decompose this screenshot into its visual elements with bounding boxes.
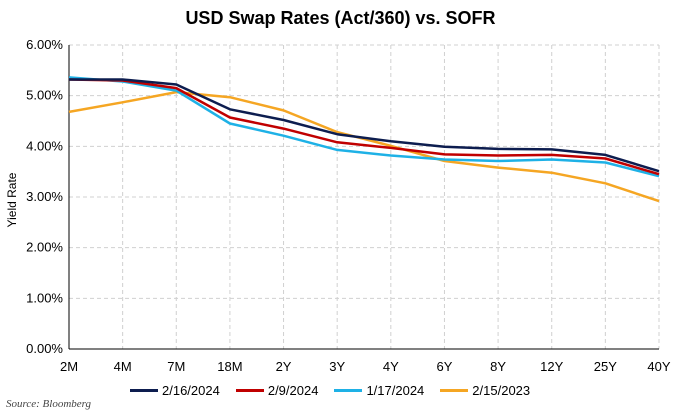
x-tick-label: 6Y	[437, 359, 453, 374]
x-tick-label: 8Y	[490, 359, 506, 374]
legend-swatch	[235, 389, 264, 392]
y-tick-labels: 0.00% 1.00% 2.00% 3.00% 4.00% 5.00% 6.00%	[26, 37, 63, 356]
series-line-1	[68, 78, 660, 176]
legend-swatch	[440, 389, 469, 392]
legend-label: 2/16/2024	[162, 383, 220, 398]
chart-title: USD Swap Rates (Act/360) vs. SOFR	[185, 8, 496, 28]
legend-label: 2/15/2023	[472, 383, 531, 398]
x-tick-label: 18M	[217, 359, 242, 374]
axes	[68, 45, 659, 350]
y-tick-label: 4.00%	[26, 138, 63, 153]
x-tick-label: 3Y	[329, 359, 345, 374]
series-line-0	[69, 78, 660, 173]
legend-item: 2/16/2024	[130, 383, 220, 398]
legend: 2/16/2024 2/9/2024 1/17/2024 2/15/2023	[130, 383, 530, 398]
legend-swatch	[334, 389, 363, 392]
x-tick-label: 4Y	[383, 359, 399, 374]
legend-item: 2/15/2023	[440, 383, 530, 398]
x-tick-label: 2M	[60, 359, 78, 374]
source-note: Source: Bloomberg	[6, 398, 92, 410]
grid-lines	[69, 44, 660, 349]
legend-label: 2/9/2024	[267, 383, 319, 398]
x-tick-label: 7M	[167, 359, 185, 374]
legend-swatch	[130, 389, 158, 392]
legend-item: 2/9/2024	[235, 383, 319, 398]
y-tick-label: 6.00%	[26, 37, 63, 52]
legend-item: 1/17/2024	[334, 383, 424, 398]
x-tick-label: 25Y	[594, 359, 617, 374]
legend-label: 1/17/2024	[366, 383, 425, 398]
y-tick-label: 5.00%	[26, 88, 63, 103]
series-lines	[68, 76, 660, 203]
x-tick-label: 40Y	[647, 359, 670, 374]
y-tick-label: 1.00%	[26, 290, 63, 305]
series-line-2	[68, 76, 660, 178]
x-tick-label: 4M	[114, 359, 132, 374]
x-tick-label: 12Y	[540, 359, 563, 374]
y-tick-label: 0.00%	[26, 341, 63, 356]
y-tick-label: 3.00%	[26, 189, 63, 204]
x-tick-labels: 2M 4M 7M 18M 2Y 3Y 4Y 6Y 8Y 12Y 25Y 40Y	[60, 359, 671, 374]
x-tick-label: 2Y	[276, 359, 292, 374]
y-tick-label: 2.00%	[26, 240, 63, 255]
y-axis-label: Yield Rate	[5, 172, 19, 227]
